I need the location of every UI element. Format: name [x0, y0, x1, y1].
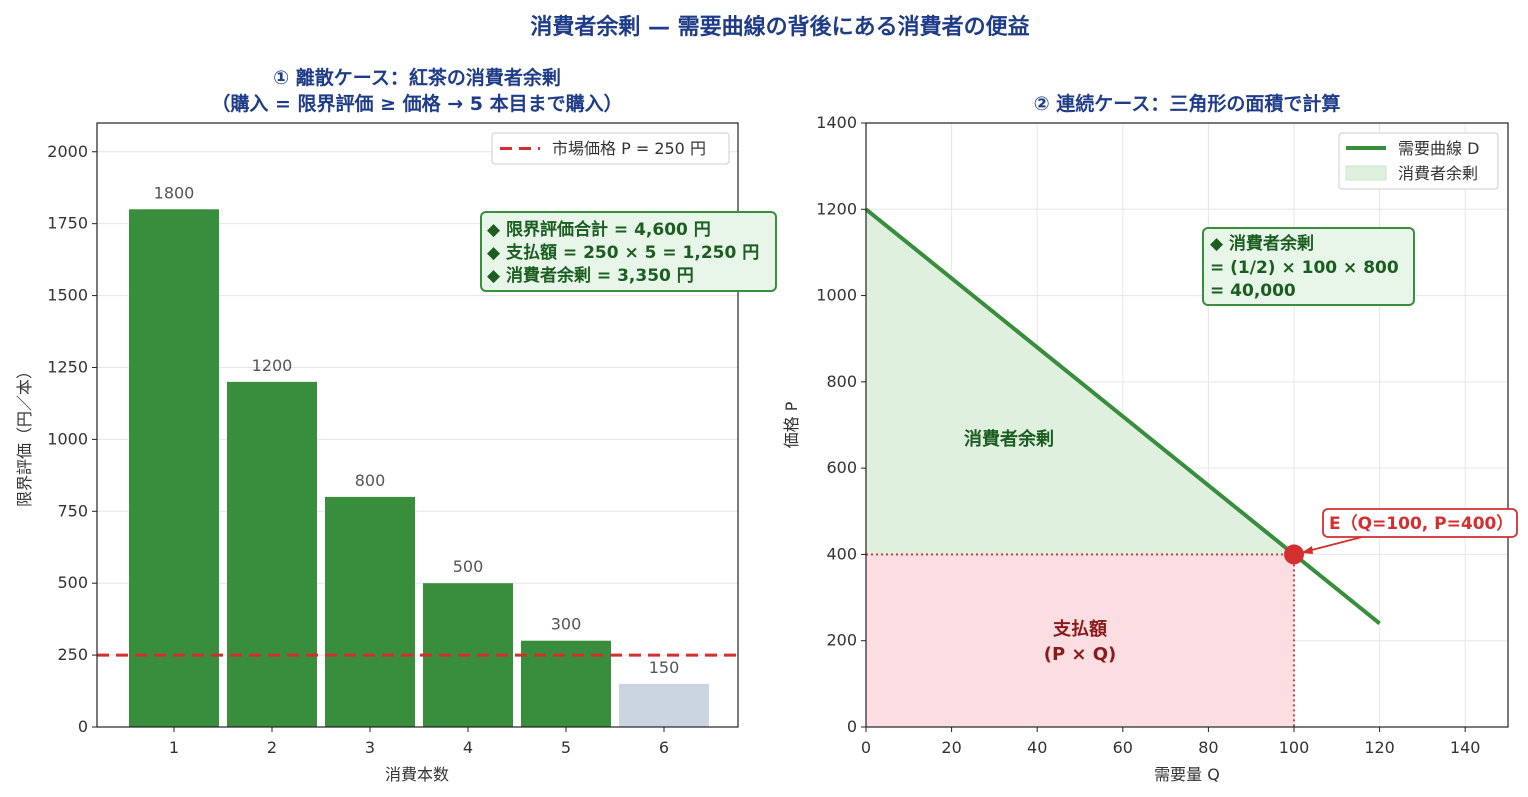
left-x-tick-label: 4: [463, 738, 473, 757]
figure-title: 消費者余剰 — 需要曲線の背後にある消費者の便益: [530, 14, 1029, 40]
right-annotation-line-3: = 40,000: [1210, 281, 1296, 301]
left-y-tick-label: 250: [57, 645, 88, 664]
bar-2: [227, 381, 317, 727]
left-y-tick-label: 2000: [47, 142, 88, 161]
consumer-surplus-area-label: 消費者余剰: [964, 428, 1054, 450]
right-chart-title: ② 連続ケース：三角形の面積で計算: [1034, 92, 1341, 115]
left-y-ticks: 0 250 500 750 1000 1250 1500 1750 2000: [47, 142, 97, 736]
left-y-axis-label: 限界評価（円／本）: [15, 363, 34, 507]
left-x-tick-label: 3: [365, 738, 375, 757]
left-x-tick-label: 5: [561, 738, 571, 757]
left-x-tick-label: 2: [267, 738, 277, 757]
left-y-tick-label: 1000: [47, 429, 88, 448]
right-x-tick-label: 120: [1364, 738, 1395, 757]
right-legend-surplus-label: 消費者余剰: [1398, 164, 1478, 183]
left-y-tick-label: 750: [57, 501, 88, 520]
bar-1: [129, 209, 219, 728]
right-y-axis-label: 価格 P: [782, 401, 801, 448]
right-y-tick-label: 200: [826, 631, 857, 650]
right-y-tick-label: 1000: [816, 286, 857, 305]
bar-3: [325, 496, 415, 727]
left-chart-title-line1: ① 離散ケース：紅茶の消費者余剰: [273, 66, 561, 89]
left-x-ticks: 1 2 3 4 5 6: [169, 727, 669, 757]
left-legend-box: [491, 132, 730, 165]
right-y-tick-label: 800: [826, 372, 857, 391]
right-x-tick-label: 40: [1027, 738, 1047, 757]
left-annotation-line-3: ◆ 消費者余剰 = 3,350 円: [487, 265, 694, 286]
right-y-tick-label: 1400: [816, 113, 857, 132]
right-x-tick-label: 20: [941, 738, 961, 757]
equilibrium-callout-arrowhead: [1301, 546, 1313, 554]
bar-value-label: 150: [649, 658, 680, 677]
equilibrium-callout-arrow: [1303, 536, 1363, 553]
right-annotation-line-2: = (1/2) × 100 × 800: [1210, 258, 1399, 278]
right-chart: ② 連続ケース：三角形の面積で計算 0200400600800100012001…: [782, 92, 1518, 784]
right-legend: 需要曲線 D 消費者余剰: [1338, 132, 1499, 190]
right-plot-frame: [865, 122, 1509, 728]
right-x-tick-label: 0: [861, 738, 871, 757]
left-x-tick-label: 1: [169, 738, 179, 757]
payment-area-label-line-1: 支払額: [1052, 618, 1107, 640]
left-annotation-box: [480, 211, 777, 292]
left-y-tick-label: 0: [78, 717, 88, 736]
right-y-tick-label: 600: [826, 458, 857, 477]
bar-value-label: 300: [551, 615, 582, 634]
equilibrium-callout: E（Q=100, P=400）: [1301, 508, 1518, 554]
right-y-tick-label: 0: [847, 717, 857, 736]
right-annotation-box: [1202, 227, 1415, 306]
left-y-tick-label: 500: [57, 573, 88, 592]
equilibrium-point: [1284, 544, 1304, 565]
left-bars: [129, 209, 709, 728]
payment-area: [866, 554, 1294, 727]
left-chart-title-line2: （購入 = 限界評価 ≥ 価格 → 5 本目まで購入）: [211, 92, 622, 115]
left-x-tick-label: 6: [659, 738, 669, 757]
bar-6: [619, 683, 709, 727]
right-annotation-line-1: ◆ 消費者余剰: [1210, 233, 1314, 254]
right-y-tick-label: 1200: [816, 199, 857, 218]
payment-area-label-line-2: (P × Q): [1044, 644, 1117, 665]
bar-value-label: 1800: [154, 183, 195, 202]
left-bar-labels: 1800 1200 800 500 300 150: [154, 183, 680, 677]
left-annotation-line-2: ◆ 支払額 = 250 × 5 = 1,250 円: [487, 242, 759, 263]
right-x-tick-label: 100: [1279, 738, 1310, 757]
equilibrium-callout-box: [1322, 508, 1518, 538]
left-legend-price-label: 市場価格 P = 250 円: [552, 139, 706, 158]
left-y-tick-label: 1500: [47, 286, 88, 305]
equilibrium-callout-label: E（Q=100, P=400）: [1329, 513, 1513, 534]
left-annotation-line-1: ◆ 限界評価合計 = 4,600 円: [487, 219, 711, 240]
right-y-tick-label: 400: [826, 544, 857, 563]
right-x-tick-label: 60: [1113, 738, 1133, 757]
left-x-axis-label: 消費本数: [385, 765, 449, 784]
right-x-tick-label: 80: [1198, 738, 1218, 757]
bar-value-label: 500: [453, 557, 484, 576]
left-plot-frame: [96, 122, 739, 728]
right-x-tick-label: 140: [1450, 738, 1481, 757]
left-y-tick-label: 1750: [47, 214, 88, 233]
left-annotation: ◆ 限界評価合計 = 4,600 円 ◆ 支払額 = 250 × 5 = 1,2…: [480, 211, 777, 292]
right-y-ticks: 0 200 400 600 800 1000 1200 1400: [816, 113, 866, 736]
bar-value-label: 800: [355, 471, 386, 490]
right-legend-demand-label: 需要曲線 D: [1398, 139, 1479, 158]
left-y-tick-label: 1250: [47, 357, 88, 376]
right-annotation: ◆ 消費者余剰 = (1/2) × 100 × 800 = 40,000: [1202, 227, 1415, 306]
right-x-axis-label: 需要量 Q: [1154, 765, 1220, 784]
left-legend: 市場価格 P = 250 円: [491, 132, 730, 165]
bar-value-label: 1200: [252, 356, 293, 375]
right-legend-surplus-swatch: [1345, 165, 1387, 181]
left-chart: ① 離散ケース：紅茶の消費者余剰 （購入 = 限界評価 ≥ 価格 → 5 本目ま…: [15, 66, 777, 784]
right-x-ticks: 0 20 40 60 80 100 120 140: [861, 727, 1481, 757]
